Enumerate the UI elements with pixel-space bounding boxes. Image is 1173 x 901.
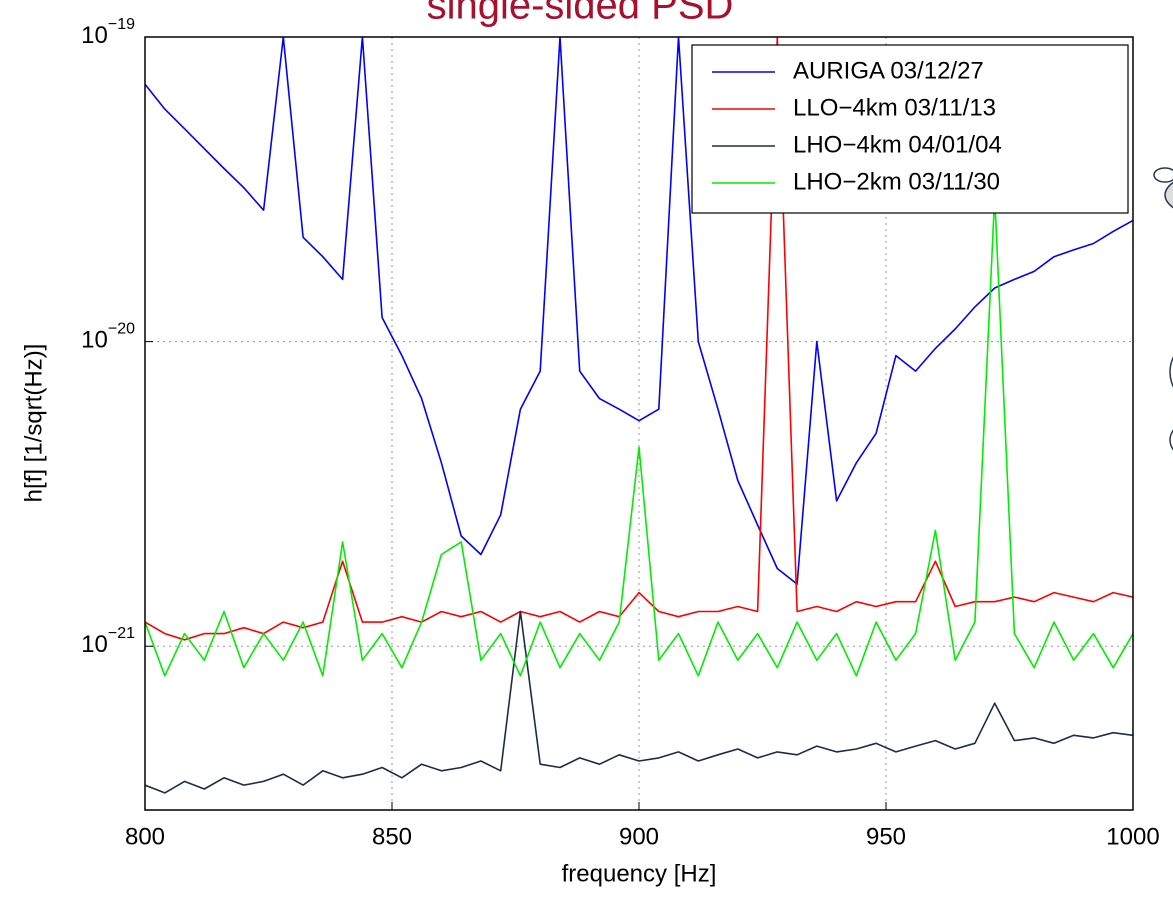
x-tick-label: 800 — [125, 823, 165, 850]
ticks: 800 850 900 950 1000 10−21 10−20 10−19 — [81, 16, 1160, 850]
y-axis-label: h[f] [1/sqrt(Hz)] — [20, 344, 47, 503]
legend: AURIGA 03/12/27 LLO−4km 03/11/13 LHO−4km 0… — [691, 44, 1129, 214]
bubble — [1164, 181, 1173, 209]
x-tick-label: 950 — [866, 823, 906, 850]
series-line — [145, 610, 1133, 794]
bubble — [1153, 167, 1173, 183]
series-line — [145, 195, 1133, 677]
y-tick-label: 10−20 — [81, 321, 135, 354]
legend-box — [691, 44, 1129, 214]
legend-label: LHO−4km 04/01/04 — [793, 131, 1002, 158]
x-tick-label: 900 — [619, 823, 659, 850]
legend-label: AURIGA 03/12/27 — [793, 57, 984, 84]
bubble — [1169, 356, 1173, 388]
y-tick-label: 10−19 — [81, 16, 135, 49]
chart-title: single-sided PSD — [427, 0, 734, 28]
series-line — [145, 37, 1133, 641]
x-tick-label: 1000 — [1106, 823, 1159, 850]
x-axis-label: frequency [Hz] — [562, 860, 717, 887]
legend-label: LLO−4km 03/11/13 — [793, 94, 996, 121]
legend-label: LHO−2km 03/11/30 — [793, 168, 1000, 195]
series-line — [145, 37, 1133, 585]
series-group — [145, 37, 1133, 794]
bubble — [1169, 429, 1173, 451]
x-tick-label: 850 — [372, 823, 412, 850]
y-tick-label: 10−21 — [81, 625, 135, 658]
